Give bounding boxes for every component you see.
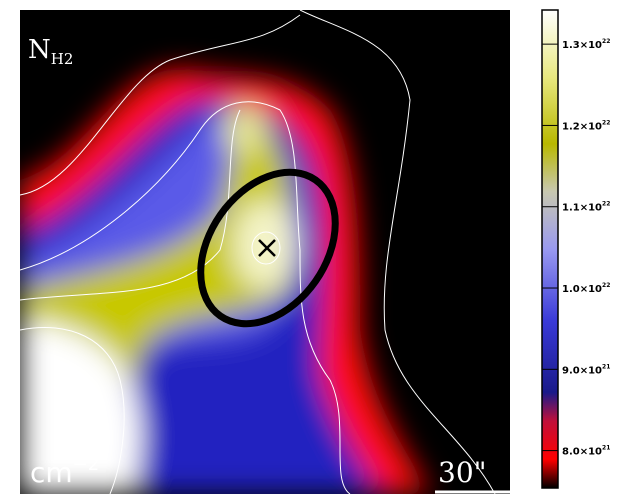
tick-label-base: 9.0×10: [562, 365, 602, 376]
tick-label-base: 1.0×10: [562, 284, 602, 295]
unit-label: cm−2: [30, 454, 99, 489]
tick-label-base: 8.0×10: [562, 447, 602, 458]
tick-label-exp: 21: [602, 363, 610, 370]
tick-label: 1.3×1022: [562, 38, 610, 51]
tick-label-exp: 22: [602, 201, 610, 208]
tick-label: 1.0×1022: [562, 282, 610, 295]
tick-label: 8.0×1021: [562, 445, 610, 458]
tick-label: 1.1×1022: [562, 201, 610, 214]
tick-label-base: 1.3×10: [562, 40, 602, 51]
tick-label-exp: 21: [602, 445, 610, 452]
tick-label: 1.2×1022: [562, 119, 610, 132]
colorbar-ticks: 1.3×10221.2×10221.1×10221.0×10229.0×1021…: [542, 38, 610, 458]
tick-label-base: 1.2×10: [562, 121, 602, 132]
tick-label-base: 1.1×10: [562, 203, 602, 214]
tick-label-exp: 22: [602, 38, 610, 45]
tick-label: 9.0×1021: [562, 363, 610, 376]
map-label: NH2: [28, 35, 73, 68]
tick-label-exp: 22: [602, 119, 610, 126]
tick-label-exp: 22: [602, 282, 610, 289]
colorbar: [541, 9, 559, 489]
map: NH2 cm−2 30": [20, 10, 510, 494]
scale-bar-label: 30": [438, 456, 487, 489]
